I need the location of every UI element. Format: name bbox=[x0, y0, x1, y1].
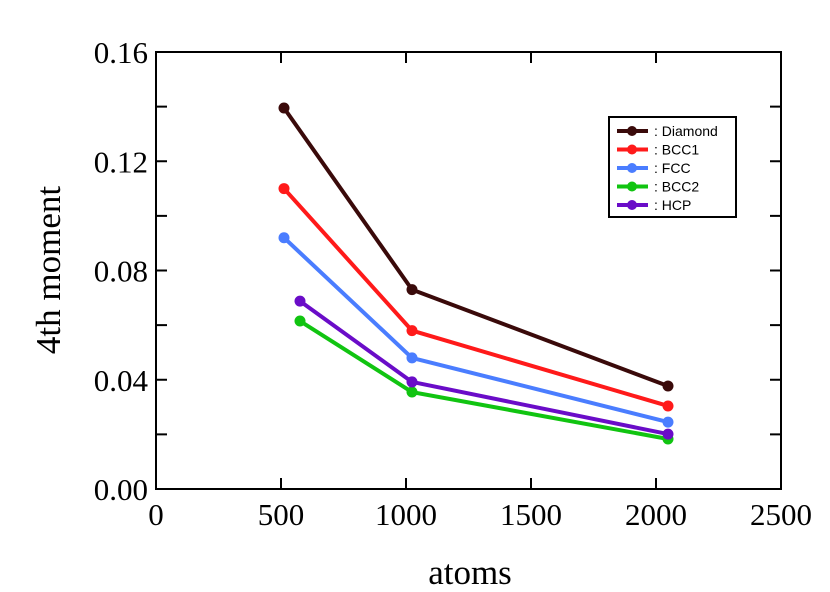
data-point bbox=[662, 416, 674, 428]
x-tick-label: 500 bbox=[258, 497, 305, 532]
legend-item: : BCC1 bbox=[617, 142, 699, 158]
y-tick-label: 0.08 bbox=[94, 254, 148, 289]
series-line bbox=[298, 299, 669, 437]
series-0 bbox=[278, 102, 674, 392]
data-point bbox=[278, 232, 290, 244]
y-tick-label: 0.12 bbox=[94, 144, 148, 179]
data-point bbox=[406, 284, 418, 296]
data-point bbox=[278, 102, 290, 114]
data-point bbox=[406, 325, 418, 337]
data-point bbox=[406, 386, 418, 398]
x-axis-label: atoms bbox=[428, 553, 512, 592]
legend-label: : FCC bbox=[654, 160, 691, 176]
x-tick-label: 1000 bbox=[375, 497, 437, 532]
x-tick-label: 2500 bbox=[750, 497, 812, 532]
legend-label: : BCC1 bbox=[654, 142, 699, 158]
legend-swatch-marker bbox=[627, 200, 637, 210]
legend-item: : HCP bbox=[617, 197, 691, 213]
series-2 bbox=[278, 232, 674, 428]
data-point bbox=[662, 400, 674, 412]
x-tick-label: 2000 bbox=[625, 497, 687, 532]
data-point bbox=[294, 315, 306, 327]
legend-swatch-marker bbox=[627, 126, 637, 136]
legend-swatch-marker bbox=[627, 144, 637, 155]
series-layer bbox=[278, 102, 674, 445]
legend-label: : HCP bbox=[654, 197, 691, 213]
y-axis-label: 4th moment bbox=[29, 186, 68, 354]
legend-item: : BCC2 bbox=[617, 179, 699, 195]
y-tick-label: 0.04 bbox=[94, 363, 149, 398]
data-point bbox=[406, 376, 418, 388]
ticks: 0 500 1000 1500 2000 2500 0.00 0.04 0.08 0.12 0.16 bbox=[94, 35, 812, 532]
legend-swatch-marker bbox=[627, 181, 637, 192]
data-point bbox=[662, 428, 674, 440]
data-point bbox=[278, 183, 290, 195]
legend-label: : Diamond bbox=[654, 123, 718, 139]
y-tick-label: 0.00 bbox=[94, 472, 148, 507]
legend: : Diamond : BCC1 : FCC : BCC2 : HCP bbox=[608, 116, 737, 218]
legend-label: : BCC2 bbox=[654, 179, 699, 195]
legend-item: : FCC bbox=[617, 160, 691, 176]
data-point bbox=[406, 352, 418, 364]
x-tick-label: 1500 bbox=[500, 497, 562, 532]
series-4 bbox=[294, 295, 674, 440]
series-1 bbox=[278, 183, 674, 412]
y-tick-label: 0.16 bbox=[94, 35, 148, 70]
legend-item: : Diamond bbox=[617, 123, 718, 139]
x-tick-label: 0 bbox=[148, 497, 164, 532]
legend-swatch-marker bbox=[627, 163, 637, 173]
data-point bbox=[294, 295, 306, 307]
data-point bbox=[662, 380, 674, 392]
